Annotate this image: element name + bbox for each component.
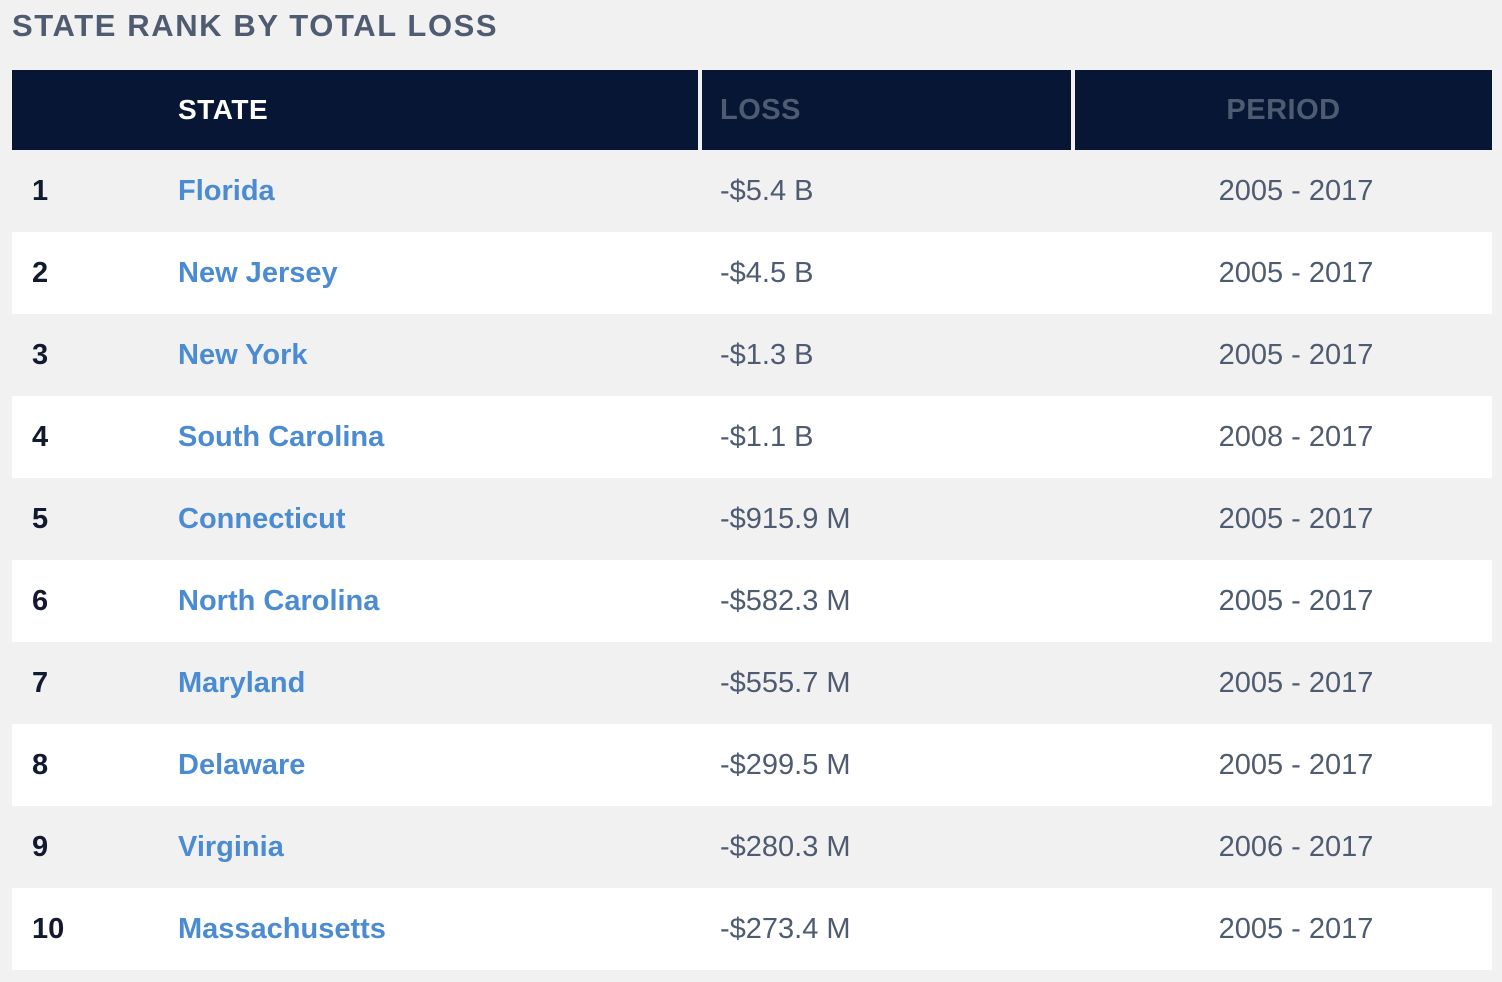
period-cell: 2005 - 2017 (1218, 174, 1374, 207)
loss-cell: -$915.9 M (720, 502, 851, 535)
table-row: 2 New Jersey -$4.5 B 2005 - 2017 (12, 232, 1492, 314)
table-row: 5 Connecticut -$915.9 M 2005 - 2017 (12, 478, 1492, 560)
table-row: 8 Delaware -$299.5 M 2005 - 2017 (12, 724, 1492, 806)
period-cell: 2005 - 2017 (1218, 666, 1374, 699)
rank-cell: 4 (32, 420, 49, 453)
loss-cell: -$299.5 M (720, 748, 851, 781)
period-cell: 2005 - 2017 (1218, 256, 1374, 289)
loss-cell: -$555.7 M (720, 666, 851, 699)
state-loss-table: STATE LOSS PERIOD 1 Florida -$5.4 B 2005… (12, 70, 1492, 970)
state-link[interactable]: South Carolina (178, 420, 385, 453)
table-row: 3 New York -$1.3 B 2005 - 2017 (12, 314, 1492, 396)
period-cell: 2005 - 2017 (1218, 338, 1374, 371)
loss-cell: -$273.4 M (720, 912, 851, 945)
rank-cell: 5 (32, 502, 49, 535)
table-row: 6 North Carolina -$582.3 M 2005 - 2017 (12, 560, 1492, 642)
column-header-period[interactable]: PERIOD (1075, 70, 1492, 150)
state-link[interactable]: Massachusetts (178, 912, 386, 945)
column-header-state[interactable]: STATE (12, 70, 698, 150)
table-row: 9 Virginia -$280.3 M 2006 - 2017 (12, 806, 1492, 888)
loss-cell: -$582.3 M (720, 584, 851, 617)
column-header-loss[interactable]: LOSS (702, 70, 1071, 150)
state-link[interactable]: Maryland (178, 666, 306, 699)
period-cell: 2006 - 2017 (1218, 830, 1374, 863)
loss-cell: -$4.5 B (720, 256, 814, 289)
rank-cell: 6 (32, 584, 49, 617)
rank-cell: 8 (32, 748, 49, 781)
period-cell: 2005 - 2017 (1218, 584, 1374, 617)
page-title: STATE RANK BY TOTAL LOSS (12, 8, 499, 43)
rank-cell: 2 (32, 256, 49, 289)
period-cell: 2005 - 2017 (1218, 502, 1374, 535)
table-row: 4 South Carolina -$1.1 B 2008 - 2017 (12, 396, 1492, 478)
table-row: 7 Maryland -$555.7 M 2005 - 2017 (12, 642, 1492, 724)
rank-cell: 10 (32, 912, 65, 945)
loss-cell: -$1.1 B (720, 420, 814, 453)
rank-cell: 9 (32, 830, 49, 863)
rank-cell: 1 (32, 174, 49, 207)
state-link[interactable]: New York (178, 338, 308, 371)
rank-cell: 7 (32, 666, 49, 699)
loss-cell: -$280.3 M (720, 830, 851, 863)
loss-cell: -$1.3 B (720, 338, 814, 371)
period-cell: 2005 - 2017 (1218, 748, 1374, 781)
period-cell: 2008 - 2017 (1218, 420, 1374, 453)
table-row: 1 Florida -$5.4 B 2005 - 2017 (12, 150, 1492, 232)
table-row: 10 Massachusetts -$273.4 M 2005 - 2017 (12, 888, 1492, 970)
state-link[interactable]: Connecticut (178, 502, 346, 535)
state-link[interactable]: Delaware (178, 748, 306, 781)
table-header: STATE LOSS PERIOD (12, 70, 1492, 150)
period-cell: 2005 - 2017 (1218, 912, 1374, 945)
state-link[interactable]: Florida (178, 174, 275, 207)
state-link[interactable]: New Jersey (178, 256, 338, 289)
loss-cell: -$5.4 B (720, 174, 814, 207)
state-link[interactable]: Virginia (178, 830, 284, 863)
state-link[interactable]: North Carolina (178, 584, 380, 617)
rank-cell: 3 (32, 338, 49, 371)
